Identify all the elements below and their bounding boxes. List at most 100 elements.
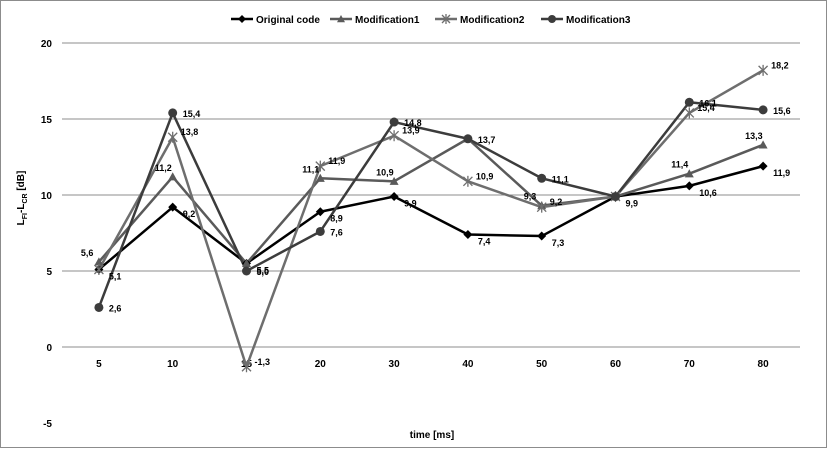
data-point — [389, 117, 399, 127]
data-label: 15,4 — [697, 103, 715, 113]
data-label: 7,3 — [552, 238, 565, 248]
data-label: 9,2 — [550, 197, 563, 207]
y-axis-label-unit: [dB] — [16, 171, 27, 194]
data-point — [389, 130, 400, 142]
data-point — [315, 207, 325, 217]
data-point — [94, 302, 104, 312]
data-label: 10,9 — [476, 171, 494, 181]
data-label: 13,8 — [181, 127, 199, 137]
legend-label: Modification3 — [566, 15, 631, 26]
data-label: 11,9 — [773, 168, 790, 178]
data-label: 14,8 — [404, 118, 422, 128]
x-tick-label: 50 — [536, 359, 548, 370]
data-label: 5,1 — [109, 271, 122, 281]
data-point — [242, 258, 251, 267]
legend-item: Modification1 — [330, 15, 420, 26]
y-tick-label: 20 — [41, 39, 53, 50]
data-point — [315, 160, 326, 172]
data-label: 5,0 — [257, 267, 270, 277]
data-point — [758, 140, 768, 149]
x-tick-label: 20 — [315, 359, 327, 370]
data-label: 9,9 — [626, 199, 639, 209]
data-label: 11,2 — [155, 163, 172, 173]
y-axis-label-mid: -L — [16, 204, 27, 213]
data-label: 10,9 — [376, 167, 394, 177]
data-point — [611, 192, 620, 202]
data-point — [168, 108, 178, 118]
data-point — [684, 97, 694, 107]
y-tick-label: 10 — [41, 191, 53, 202]
legend-item: Original code — [231, 15, 320, 26]
data-label: 11,1 — [552, 174, 569, 184]
data-label: 9,2 — [183, 209, 196, 219]
series-lines — [97, 69, 764, 369]
data-point — [684, 181, 694, 191]
data-label: 7,4 — [478, 237, 491, 247]
data-label: 15,6 — [773, 106, 791, 116]
data-point — [536, 201, 547, 213]
grid-lines — [62, 42, 800, 348]
data-label: 13,7 — [478, 135, 496, 145]
data-point — [94, 257, 104, 266]
data-point — [168, 202, 178, 212]
series-line-0 — [98, 164, 764, 271]
data-point — [315, 226, 325, 236]
data-label: 18,2 — [771, 60, 789, 70]
data-label: 15,4 — [183, 109, 201, 119]
data-point — [758, 105, 768, 115]
legend-marker — [441, 14, 451, 24]
data-label: 10,6 — [699, 188, 717, 198]
legend-item: Modification2 — [435, 14, 525, 26]
data-point — [537, 231, 547, 241]
legend-label: Original code — [256, 15, 320, 26]
data-point — [462, 175, 473, 187]
data-point — [241, 361, 252, 373]
series-line-3 — [97, 101, 764, 308]
y-axis-label-sub1: FI — [22, 213, 29, 219]
data-label: 2,6 — [109, 303, 122, 313]
data-labels: 5,1 9,2 5,5 8,9 9,9 7,4 7,3 9,9 10,6 11,9 5,6 11,2 1… — [81, 60, 791, 366]
data-point — [93, 263, 104, 275]
legend-marker — [238, 15, 246, 23]
series-line-2 — [97, 69, 764, 369]
data-point — [389, 192, 399, 202]
legend: Original code Modification1 Modification2 M… — [231, 14, 631, 26]
data-label: 13,3 — [745, 131, 763, 141]
legend-marker — [337, 15, 345, 23]
data-point — [242, 266, 251, 276]
data-point — [758, 64, 769, 76]
data-label: 5,5 — [257, 265, 270, 275]
data-label: 7,6 — [330, 227, 343, 237]
x-axis-label: time [ms] — [410, 430, 454, 441]
data-label: 13,9 — [402, 126, 420, 136]
data-point — [463, 230, 473, 240]
y-axis-label: LFI-LCR [dB] — [16, 171, 29, 226]
legend-label: Modification2 — [460, 15, 525, 26]
y-tick-label: -5 — [43, 419, 52, 430]
data-label: -1,3 — [255, 357, 271, 367]
legend-item: Modification3 — [541, 15, 631, 26]
data-label: 8,9 — [330, 214, 343, 224]
data-point — [389, 176, 399, 185]
y-tick-label: 0 — [46, 343, 52, 354]
y-tick-label: 5 — [46, 267, 52, 278]
data-point — [168, 172, 178, 181]
data-label: 9,9 — [404, 199, 417, 209]
series-markers — [93, 64, 769, 373]
x-tick-label: 80 — [758, 359, 770, 370]
data-point — [315, 173, 325, 182]
y-axis-label-main: L — [16, 219, 27, 225]
data-point — [684, 107, 695, 119]
data-point — [167, 131, 178, 143]
x-tick-label: 10 — [167, 359, 179, 370]
data-label: 11,9 — [328, 156, 345, 166]
x-tick-label: 60 — [610, 359, 622, 370]
x-tick-label: 30 — [389, 359, 401, 370]
y-axis-tick-labels: -5 0 5 10 15 20 — [41, 39, 53, 430]
data-point — [537, 173, 547, 183]
data-label: 16,1 — [699, 98, 717, 108]
y-tick-label: 15 — [41, 115, 53, 126]
x-tick-label: 40 — [462, 359, 474, 370]
